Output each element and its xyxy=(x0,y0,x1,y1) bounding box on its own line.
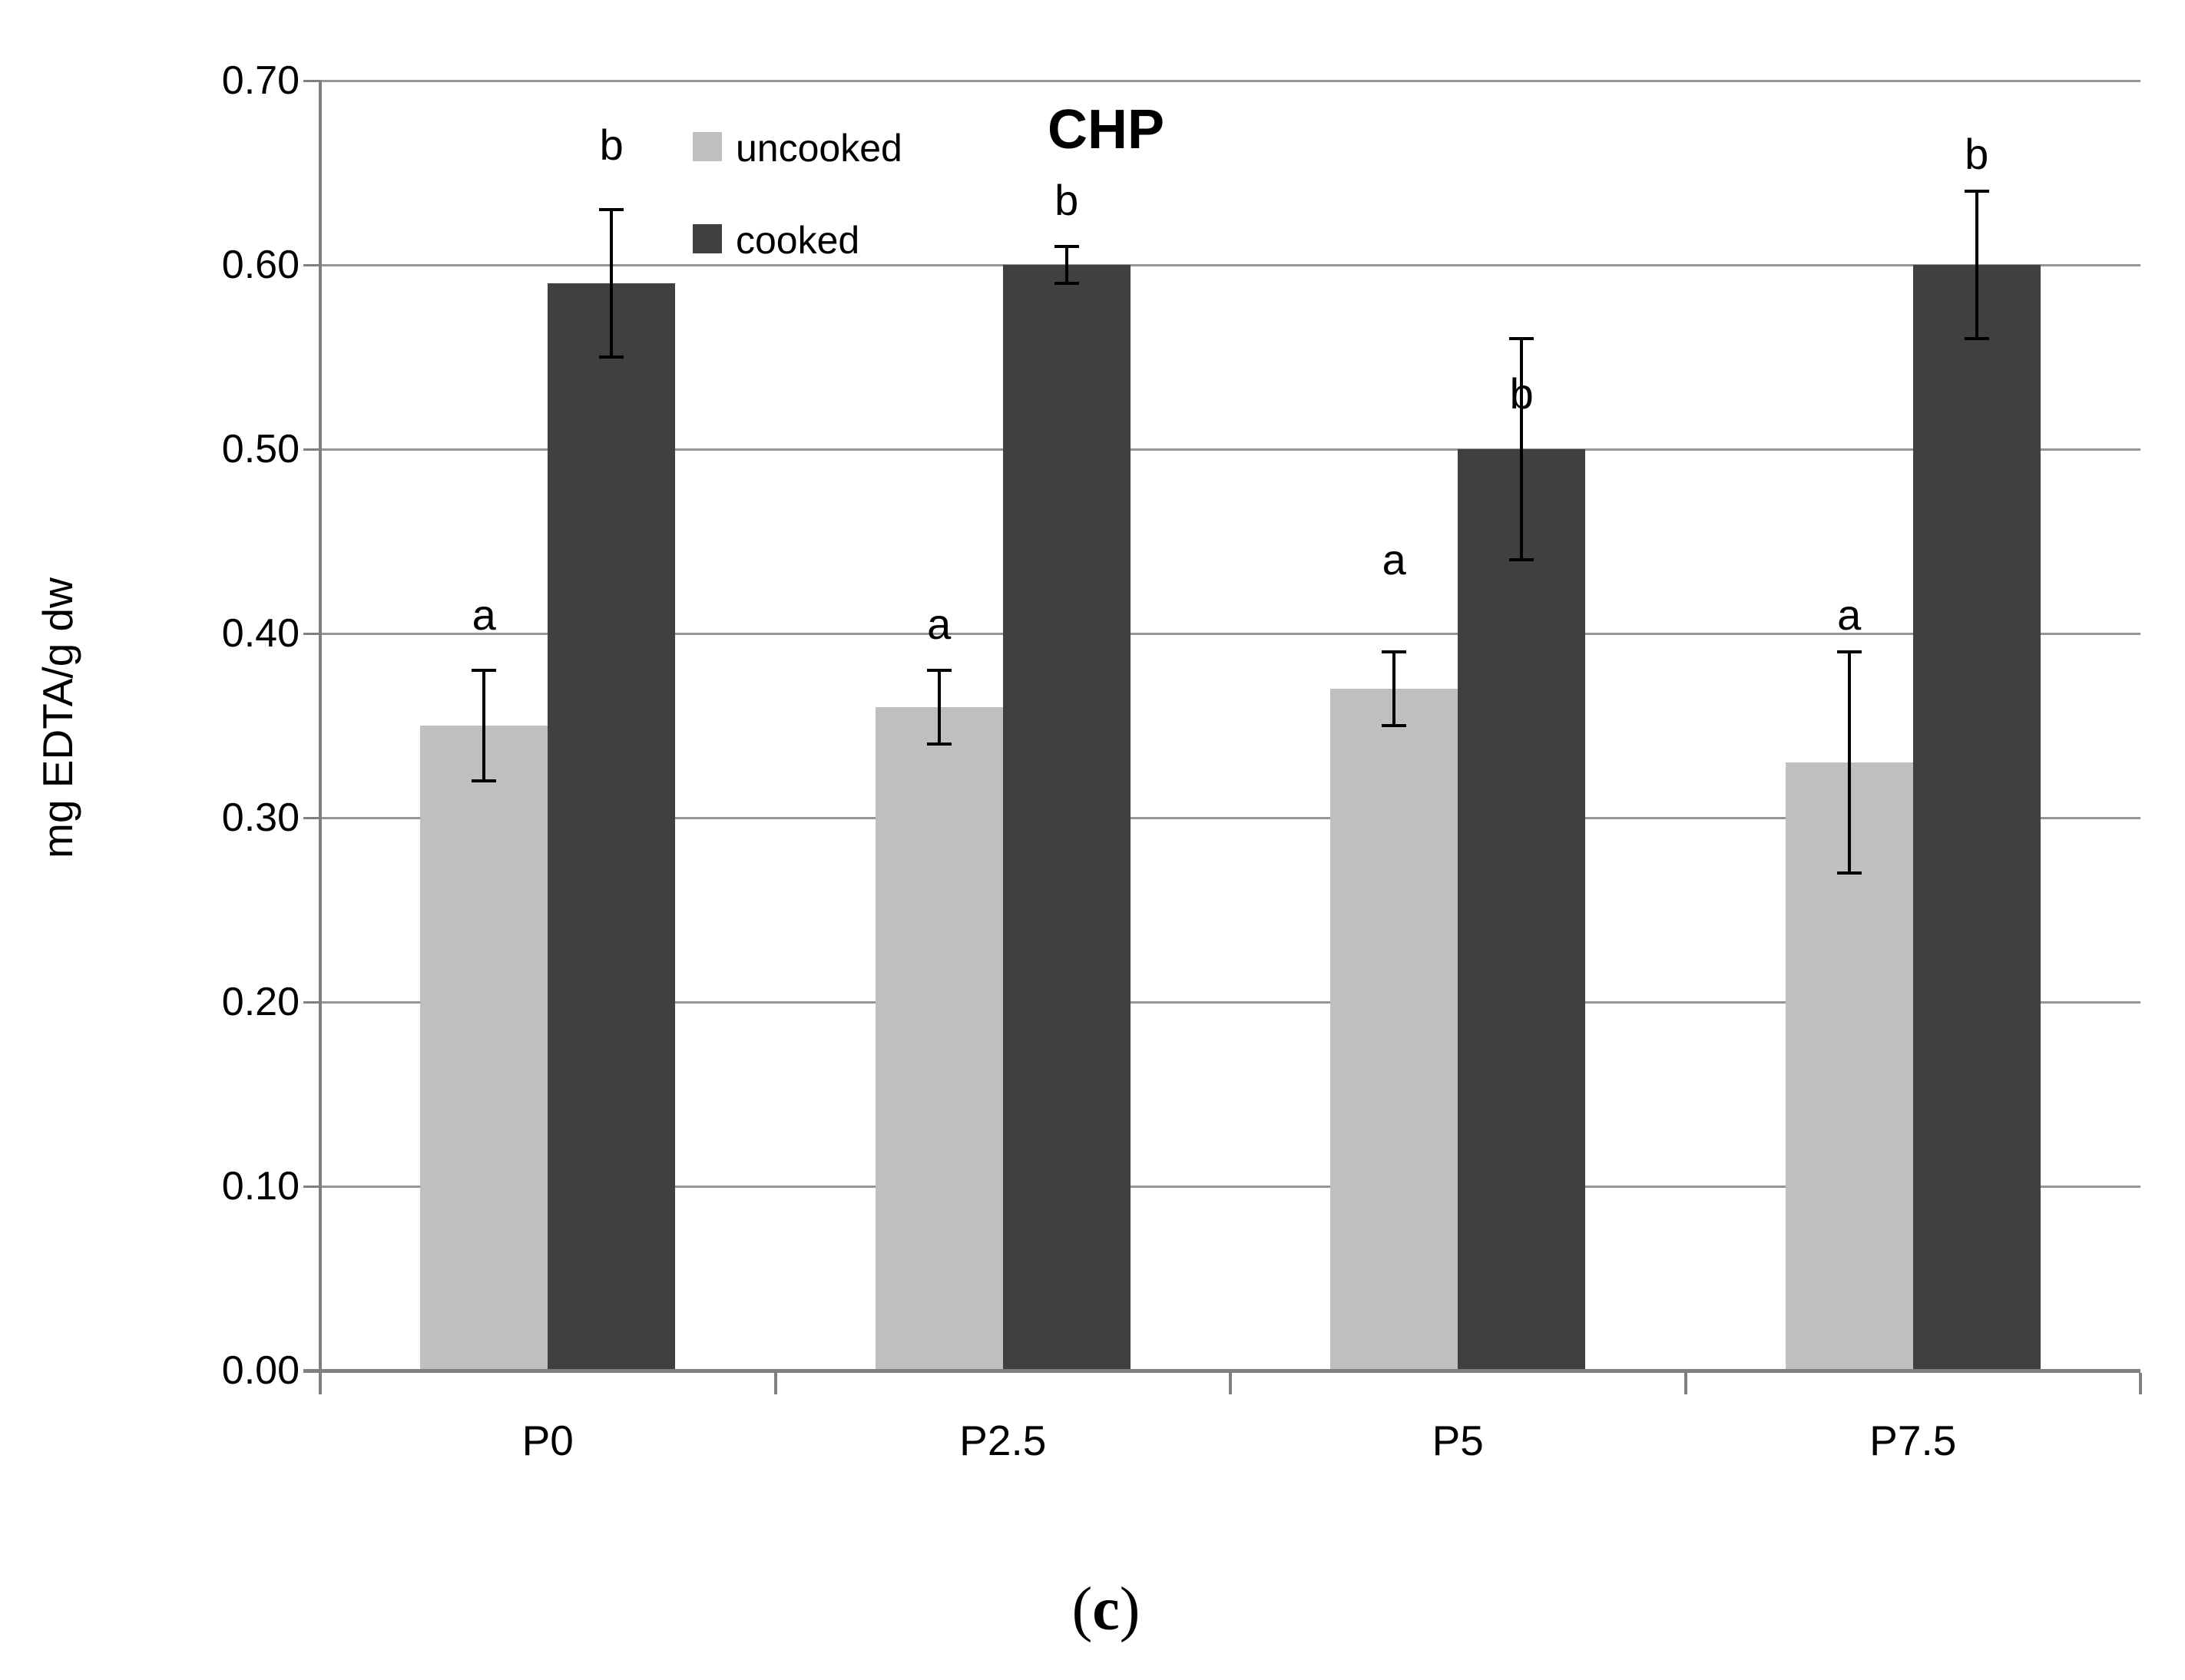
legend-label-cooked: cooked xyxy=(736,219,860,262)
y-axis-tick-0.50 xyxy=(303,448,320,451)
x-axis-tick-3 xyxy=(1683,1373,1687,1394)
error-cap-bottom-cooked-P5 xyxy=(1509,558,1534,561)
error-cap-top-cooked-P5 xyxy=(1509,337,1534,340)
error-bar-uncooked-P0 xyxy=(482,670,486,781)
bar-uncooked-P2.5 xyxy=(875,707,1003,1371)
gridline-0.60 xyxy=(320,263,2140,266)
x-tick-label-P0: P0 xyxy=(521,1417,574,1464)
y-tick-label-0.70: 0.70 xyxy=(221,58,300,103)
bar-cooked-P2.5 xyxy=(1002,265,1131,1371)
y-axis-tick-0.10 xyxy=(303,1185,320,1188)
error-cap-bottom-uncooked-P2.5 xyxy=(926,742,952,746)
x-tick-label-P7.5: P7.5 xyxy=(1869,1417,1957,1464)
sig-letter-a-uncooked-P7.5: a xyxy=(1837,590,1862,639)
error-cap-top-cooked-P2.5 xyxy=(1054,245,1079,248)
gridline-0.40 xyxy=(320,632,2140,635)
caption-letter: c xyxy=(1092,1576,1120,1643)
x-axis-tick-0 xyxy=(319,1373,322,1394)
gridline-0.70 xyxy=(320,79,2140,82)
sig-letter-a-uncooked-P0: a xyxy=(472,590,496,639)
sig-letter-b-cooked-P5: b xyxy=(1509,369,1534,418)
y-tick-label-0.30: 0.30 xyxy=(221,795,300,840)
x-tick-label-P5: P5 xyxy=(1432,1417,1484,1464)
error-bar-cooked-P2.5 xyxy=(1064,246,1068,283)
y-tick-label-0.00: 0.00 xyxy=(221,1348,300,1393)
error-bar-uncooked-P2.5 xyxy=(937,670,941,744)
error-cap-top-cooked-P7.5 xyxy=(1964,190,1989,193)
sig-letter-a-uncooked-P5: a xyxy=(1382,535,1406,584)
x-axis-tick-4 xyxy=(2139,1373,2142,1394)
legend-swatch-cooked xyxy=(693,224,722,253)
sig-letter-a-uncooked-P2.5: a xyxy=(927,600,952,648)
y-tick-label-0.40: 0.40 xyxy=(221,611,300,656)
gridline-0.30 xyxy=(320,816,2140,819)
error-cap-bottom-uncooked-P0 xyxy=(472,779,497,782)
error-cap-bottom-cooked-P0 xyxy=(599,356,624,359)
error-cap-top-cooked-P0 xyxy=(599,208,624,211)
bar-uncooked-P0 xyxy=(420,726,548,1371)
x-tick-label-P2.5: P2.5 xyxy=(959,1417,1047,1464)
y-tick-label-0.60: 0.60 xyxy=(221,243,300,287)
bar-cooked-P7.5 xyxy=(1912,265,2041,1371)
caption-open-paren: ( xyxy=(1071,1576,1093,1643)
y-axis-title: mg EDTA/g dw xyxy=(34,577,81,858)
error-bar-cooked-P7.5 xyxy=(1975,191,1978,339)
y-tick-label-0.50: 0.50 xyxy=(221,427,300,471)
caption-close-paren: ) xyxy=(1119,1576,1141,1643)
y-axis-tick-0.60 xyxy=(303,263,320,266)
x-axis-line xyxy=(303,1369,2140,1373)
error-cap-bottom-uncooked-P5 xyxy=(1382,724,1407,727)
y-tick-label-0.20: 0.20 xyxy=(221,980,300,1024)
sig-letter-b-cooked-P0: b xyxy=(599,121,624,169)
gridline-0.10 xyxy=(320,1185,2140,1188)
error-cap-bottom-cooked-P2.5 xyxy=(1054,282,1079,285)
legend-swatch-uncooked xyxy=(693,132,722,161)
error-cap-top-uncooked-P5 xyxy=(1382,650,1407,653)
plot-area: a a a a b b b b xyxy=(320,79,2140,1371)
error-bar-uncooked-P5 xyxy=(1392,652,1396,726)
sig-letter-b-cooked-P2.5: b xyxy=(1054,176,1079,224)
x-axis-tick-2 xyxy=(1229,1373,1232,1394)
x-axis-tick-1 xyxy=(773,1373,777,1394)
error-bar-cooked-P0 xyxy=(610,210,614,357)
error-cap-top-uncooked-P0 xyxy=(472,669,497,672)
gridline-0.50 xyxy=(320,448,2140,451)
error-bar-uncooked-P7.5 xyxy=(1847,652,1851,873)
bar-uncooked-P5 xyxy=(1330,689,1458,1371)
y-axis-tick-0.40 xyxy=(303,632,320,635)
error-cap-top-uncooked-P2.5 xyxy=(926,669,952,672)
error-cap-top-uncooked-P7.5 xyxy=(1836,650,1862,653)
error-cap-bottom-uncooked-P7.5 xyxy=(1836,871,1862,875)
bar-cooked-P0 xyxy=(548,283,676,1371)
y-axis-tick-0.30 xyxy=(303,816,320,819)
error-cap-bottom-cooked-P7.5 xyxy=(1964,337,1989,340)
legend-label-uncooked: uncooked xyxy=(736,127,902,170)
bar-cooked-P5 xyxy=(1458,449,1586,1371)
y-axis-line xyxy=(319,81,322,1394)
y-axis-tick-0.70 xyxy=(303,79,320,82)
chart-title: CHP xyxy=(1047,99,1165,160)
subfigure-caption: (c) xyxy=(1072,1573,1141,1646)
sig-letter-b-cooked-P7.5: b xyxy=(1965,130,1989,178)
y-axis-tick-0.20 xyxy=(303,1000,320,1004)
error-bar-cooked-P5 xyxy=(1520,339,1524,560)
y-tick-label-0.10: 0.10 xyxy=(221,1164,300,1209)
gridline-0.20 xyxy=(320,1000,2140,1004)
